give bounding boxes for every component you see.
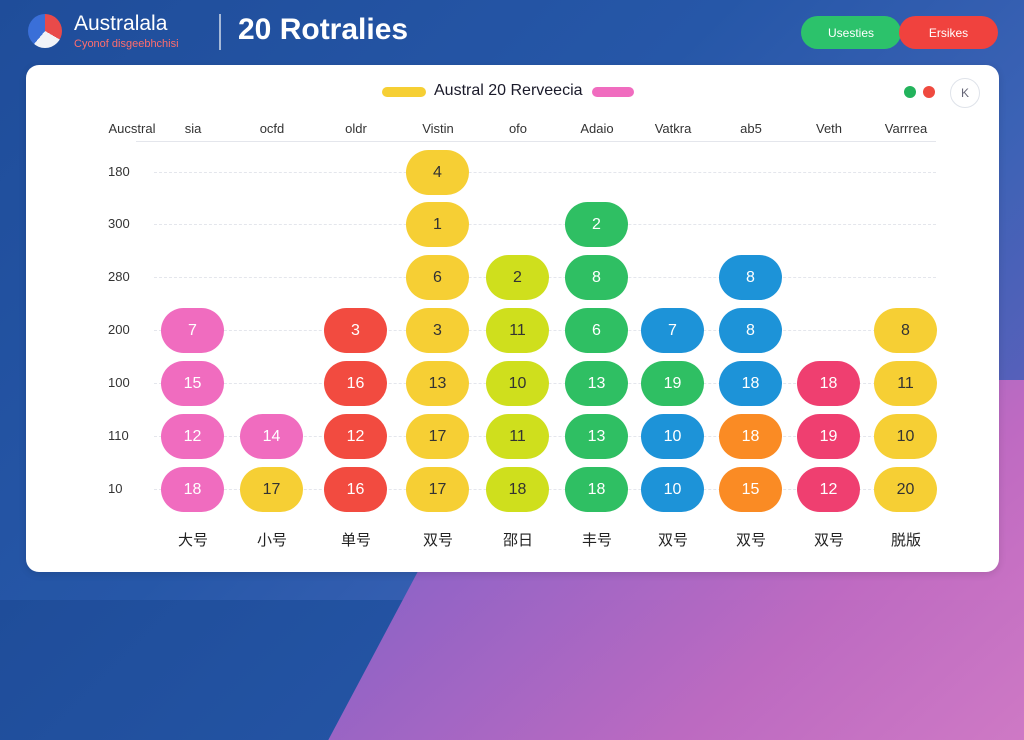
results-grid: Aucstral sia ocfd oldr Vistin ofo Adaio Vatkra a…: [26, 65, 999, 572]
number-bubble[interactable]: 11: [874, 361, 937, 406]
column-header[interactable]: sia: [184, 121, 202, 136]
number-bubble[interactable]: 19: [797, 414, 860, 459]
number-bubble[interactable]: 10: [641, 414, 704, 459]
row-label: 200: [108, 322, 130, 337]
column-header[interactable]: ocfd: [259, 121, 285, 136]
number-bubble[interactable]: 12: [324, 414, 387, 459]
number-bubble[interactable]: 11: [486, 308, 549, 353]
legend-yellow-pill: [382, 87, 426, 97]
row-label: 300: [108, 216, 130, 231]
header-separator: [136, 141, 936, 142]
column-header[interactable]: Vatkra: [654, 121, 692, 136]
number-bubble[interactable]: 10: [641, 467, 704, 512]
corner-header: Aucstral: [108, 121, 156, 136]
number-bubble[interactable]: 17: [240, 467, 303, 512]
number-bubble[interactable]: 17: [406, 414, 469, 459]
column-footer-label: 脱版: [890, 532, 921, 549]
column-footer-label: 双号: [422, 532, 453, 549]
column-footer-label: 双号: [735, 532, 766, 549]
page-title: 20 Rotralies: [238, 13, 409, 46]
grid-line: [154, 172, 936, 173]
brand-subtitle: Cyonof disgeebhchisi: [74, 38, 179, 50]
number-bubble[interactable]: 18: [797, 361, 860, 406]
number-bubble[interactable]: 13: [565, 414, 628, 459]
column-header[interactable]: Adaio: [580, 121, 614, 136]
column-header[interactable]: Vistin: [422, 121, 454, 136]
number-bubble[interactable]: 8: [719, 255, 782, 300]
column-header[interactable]: Veth: [815, 121, 843, 136]
number-bubble[interactable]: 1: [406, 202, 469, 247]
number-bubble[interactable]: 7: [161, 308, 224, 353]
row-label: 10: [108, 481, 123, 496]
number-bubble[interactable]: 18: [719, 361, 782, 406]
number-bubble[interactable]: 3: [406, 308, 469, 353]
number-bubble[interactable]: 18: [486, 467, 549, 512]
number-bubble[interactable]: 16: [324, 467, 387, 512]
number-bubble[interactable]: 4: [406, 150, 469, 195]
green-action-button[interactable]: Usesties: [801, 16, 901, 49]
legend-label: Austral 20 Rerveecia: [434, 82, 583, 99]
number-bubble[interactable]: 6: [406, 255, 469, 300]
number-bubble[interactable]: 18: [161, 467, 224, 512]
number-bubble[interactable]: 11: [486, 414, 549, 459]
column-footer-label: 单号: [340, 532, 371, 549]
column-footer-label: 双号: [813, 532, 844, 549]
status-dot-green-icon[interactable]: [904, 86, 916, 98]
number-bubble[interactable]: 13: [565, 361, 628, 406]
legend-pink-pill: [592, 87, 634, 97]
column-footer-label: 大号: [177, 532, 208, 549]
results-panel: Austral 20 Rerveecia K Aucstral sia ocfd ol…: [26, 65, 999, 572]
top-bar: Australala Cyonof disgeebhchisi 20 Rotra…: [0, 0, 1024, 64]
number-bubble[interactable]: 14: [240, 414, 303, 459]
row-label: 110: [108, 428, 129, 443]
close-button[interactable]: K: [950, 78, 980, 108]
number-bubble[interactable]: 15: [161, 361, 224, 406]
number-bubble[interactable]: 10: [874, 414, 937, 459]
number-bubble[interactable]: 17: [406, 467, 469, 512]
number-bubble[interactable]: 6: [565, 308, 628, 353]
row-label: 180: [108, 164, 130, 179]
number-bubble[interactable]: 8: [565, 255, 628, 300]
number-bubble[interactable]: 7: [641, 308, 704, 353]
column-footer-label: 邵日: [502, 532, 533, 549]
number-bubble[interactable]: 15: [719, 467, 782, 512]
number-bubble[interactable]: 8: [874, 308, 937, 353]
column-header[interactable]: oldr: [345, 121, 367, 136]
column-footer-label: 丰号: [581, 532, 612, 549]
column-header[interactable]: Varrrea: [884, 121, 928, 136]
number-bubble[interactable]: 19: [641, 361, 704, 406]
brand-name: Australala: [74, 12, 168, 35]
number-bubble[interactable]: 10: [486, 361, 549, 406]
number-bubble[interactable]: 18: [719, 414, 782, 459]
number-bubble[interactable]: 12: [797, 467, 860, 512]
status-dot-red-icon[interactable]: [923, 86, 935, 98]
number-bubble[interactable]: 2: [565, 202, 628, 247]
brand-logo-icon: [28, 14, 62, 48]
number-bubble[interactable]: 20: [874, 467, 937, 512]
number-bubble[interactable]: 2: [486, 255, 549, 300]
number-bubble[interactable]: 12: [161, 414, 224, 459]
column-header[interactable]: ab5: [740, 121, 762, 136]
number-bubble[interactable]: 8: [719, 308, 782, 353]
red-action-button[interactable]: Ersikes: [899, 16, 998, 49]
number-bubble[interactable]: 16: [324, 361, 387, 406]
number-bubble[interactable]: 13: [406, 361, 469, 406]
grid-line: [154, 224, 936, 225]
number-bubble[interactable]: 18: [565, 467, 628, 512]
row-label: 280: [108, 269, 130, 284]
column-header[interactable]: ofo: [508, 121, 528, 136]
column-footer-label: 双号: [657, 532, 688, 549]
number-bubble[interactable]: 3: [324, 308, 387, 353]
column-footer-label: 小号: [256, 532, 287, 549]
header-divider: [219, 14, 221, 50]
row-label: 100: [108, 375, 130, 390]
